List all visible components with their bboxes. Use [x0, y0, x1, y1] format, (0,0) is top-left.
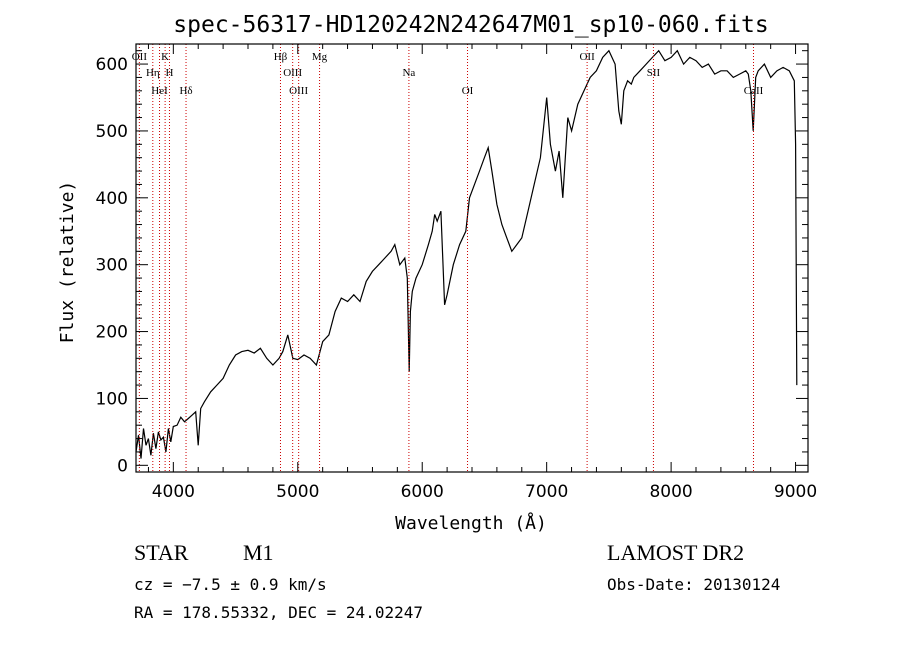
plot-area [135, 49, 798, 459]
object-type: STAR [134, 540, 189, 565]
chart-title: spec-56317-HD120242N242647M01_sp10-060.f… [173, 12, 768, 38]
marker-label: Hη [146, 67, 160, 79]
line-markers: OII Hη HeI KH Hδ Hβ OIII OIII Mg Na OI OII SII CaII [132, 44, 764, 472]
x-tick-label: 6000 [401, 482, 444, 502]
y-axis-label: Flux (relative) [57, 181, 78, 344]
marker-label: HeI [151, 85, 168, 97]
marker-label: Hδ [179, 85, 192, 97]
y-tick-label: 500 [96, 122, 128, 142]
marker-label: OI [462, 85, 474, 97]
marker-label: Na [402, 67, 415, 79]
x-tick-label: 4000 [152, 482, 195, 502]
plot-frame [135, 43, 809, 473]
y-tick-label: 100 [96, 389, 128, 409]
y-tick-label: 600 [96, 55, 128, 75]
y-tick-label: 200 [96, 323, 128, 343]
marker-label: OII [132, 51, 148, 63]
spectrum-line [135, 49, 798, 459]
x-axis-label: Wavelength (Å) [395, 512, 547, 534]
x-tick-label: 9000 [774, 482, 817, 502]
object-subclass: M1 [243, 540, 274, 565]
marker-label: CaII [744, 85, 764, 97]
redshift-velocity: cz = −7.5 ± 0.9 km/s [134, 575, 327, 594]
survey-name: LAMOST DR2 [607, 540, 745, 565]
marker-label: Hβ [274, 51, 288, 63]
marker-label: OII [579, 51, 595, 63]
marker-label: K [161, 51, 169, 63]
coordinates: RA = 178.55332, DEC = 24.02247 [134, 603, 423, 622]
y-tick-label: 300 [96, 256, 128, 276]
y-tick-label: 400 [96, 189, 128, 209]
marker-label: OIII [289, 85, 308, 97]
marker-label: SII [647, 67, 661, 79]
x-tick-label: 5000 [276, 482, 319, 502]
y-tick-label: 0 [117, 456, 128, 476]
marker-label: Mg [312, 51, 328, 63]
axes: 4000 5000 6000 7000 8000 9000 0 100 200 300 400 500… [96, 43, 817, 502]
marker-label: H [165, 67, 173, 79]
x-tick-label: 7000 [525, 482, 568, 502]
marker-label: OIII [283, 67, 302, 79]
observation-date: Obs-Date: 20130124 [607, 575, 781, 594]
x-tick-label: 8000 [649, 482, 692, 502]
